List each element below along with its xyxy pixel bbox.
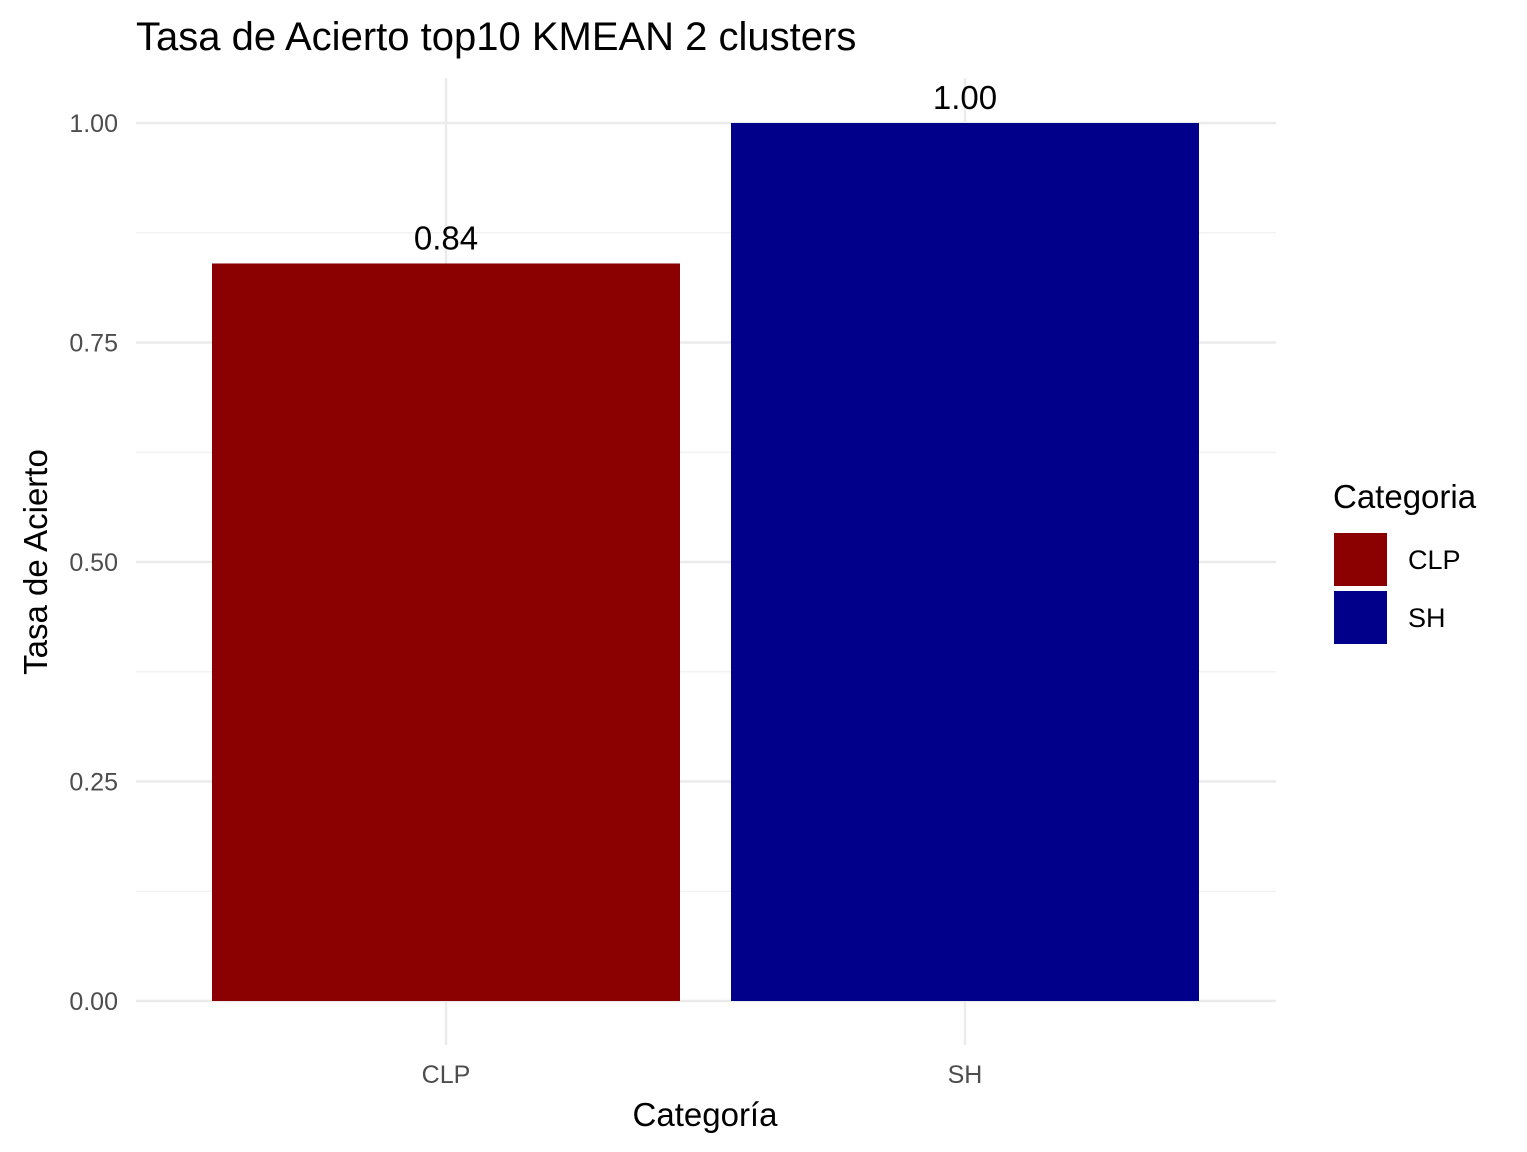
data-label-sh: 1.00 xyxy=(933,79,997,116)
legend-title: Categoria xyxy=(1333,478,1477,515)
legend-swatch-clp xyxy=(1334,533,1387,586)
x-axis-ticks: CLP SH xyxy=(422,1061,983,1089)
legend-label-clp: CLP xyxy=(1408,545,1461,575)
bars xyxy=(212,123,1199,1002)
chart-title: Tasa de Acierto top10 KMEAN 2 clusters xyxy=(136,15,856,59)
legend-entries: CLP SH xyxy=(1334,533,1461,644)
y-tick-label: 0.75 xyxy=(69,330,118,358)
x-axis-title: Categoría xyxy=(633,1096,779,1133)
legend-label-sh: SH xyxy=(1408,603,1446,633)
y-tick-label: 1.00 xyxy=(69,110,118,138)
bar-clp xyxy=(212,263,680,1002)
bar-sh xyxy=(731,123,1199,1001)
x-tick-label: SH xyxy=(948,1061,983,1089)
data-label-clp: 0.84 xyxy=(414,219,478,256)
y-axis-title: Tasa de Acierto xyxy=(17,449,54,675)
legend: Categoria CLP SH xyxy=(1333,478,1477,644)
x-tick-label: CLP xyxy=(422,1061,471,1089)
y-tick-label: 0.50 xyxy=(69,549,118,577)
y-tick-label: 0.25 xyxy=(69,769,118,797)
y-axis-ticks: 0.00 0.25 0.50 0.75 1.00 xyxy=(69,110,118,1016)
y-tick-label: 0.00 xyxy=(69,988,118,1016)
legend-swatch-sh xyxy=(1334,591,1387,644)
data-labels: 0.84 1.00 xyxy=(414,79,997,256)
